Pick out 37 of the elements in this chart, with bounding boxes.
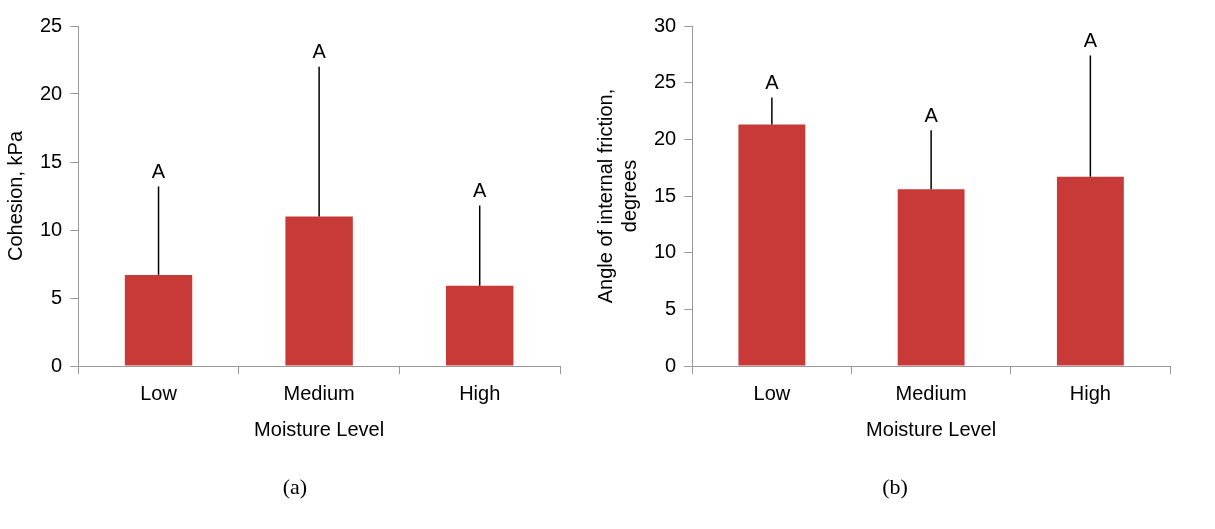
y-tick-label: 5 <box>665 296 677 319</box>
bar <box>124 274 193 366</box>
annotation: A <box>924 103 939 126</box>
x-axis-title: Moisture Level <box>866 417 997 440</box>
y-tick-label: 20 <box>654 126 677 149</box>
x-tick-label: Medium <box>283 381 355 404</box>
y-tick-label: 30 <box>654 13 677 36</box>
annotation: A <box>151 160 166 182</box>
y-tick-label: 25 <box>40 13 63 36</box>
y-axis-title: Cohesion, kPa <box>3 130 26 262</box>
y-tick-label: 10 <box>654 240 677 263</box>
annotation: A <box>765 70 780 93</box>
x-tick-label: Low <box>753 381 791 404</box>
y-tick-label: 0 <box>51 353 63 376</box>
x-tick-label: Medium <box>895 381 967 404</box>
bar <box>738 124 806 366</box>
y-tick-label: 15 <box>654 183 677 206</box>
text: (b) <box>882 474 908 500</box>
bar <box>285 216 353 366</box>
y-tick-label: 15 <box>40 149 63 172</box>
y-axis-title: Angle of internal friction, degrees <box>593 88 640 304</box>
y-tick-label: 0 <box>665 353 677 376</box>
x-tick-label: High <box>1069 381 1111 404</box>
annotation: A <box>473 179 488 202</box>
bar <box>1056 176 1124 366</box>
y-tick-label: 20 <box>40 81 63 104</box>
annotation: A <box>312 40 327 63</box>
x-axis-title: Moisture Level <box>254 417 385 440</box>
x-tick-label: High <box>459 381 501 404</box>
bar <box>445 285 514 366</box>
annotation: A <box>1083 28 1098 51</box>
bar <box>897 189 965 366</box>
y-tick-label: 10 <box>40 217 63 240</box>
text: (a) <box>282 474 308 500</box>
y-tick-label: 5 <box>51 285 63 308</box>
y-tick-label: 25 <box>654 70 677 93</box>
x-tick-label: Low <box>140 381 178 404</box>
